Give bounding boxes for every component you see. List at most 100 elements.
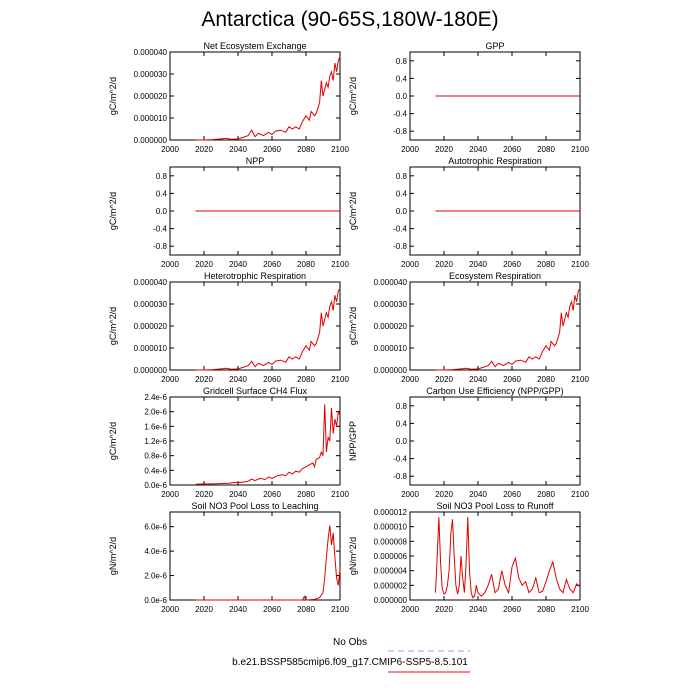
panel-title: NPP	[246, 156, 265, 166]
panel-9: Soil NO3 Pool Loss to Runoff gN/m^2/d 2000…	[348, 501, 589, 614]
panel-title: Heterotrophic Respiration	[204, 271, 306, 281]
y-axis-label: gC/m^2/d	[108, 192, 118, 230]
panel-0: Net Ecosystem Exchange gC/m^2/d 2000 2020 20…	[108, 41, 349, 154]
x-tick-label: 2020	[195, 605, 213, 614]
y-tick-label: 0.000040	[134, 48, 168, 57]
y-tick-label: 4.0e-6	[144, 547, 167, 556]
series-line	[195, 56, 341, 141]
x-tick-label: 2060	[503, 260, 521, 269]
panel-1: GPP gC/m^2/d 2000 2020 2040 2060 2080 2100 -0.8 -…	[348, 41, 589, 154]
y-tick-label: 2.4e-6	[144, 393, 167, 402]
x-tick-label: 2060	[503, 605, 521, 614]
y-tick-label: 0.000006	[374, 552, 408, 561]
plot-frame	[169, 396, 341, 486]
x-tick-label: 2020	[435, 260, 453, 269]
y-tick-label: -0.4	[393, 455, 407, 464]
y-tick-label: 0.0	[396, 207, 408, 216]
x-tick-label: 2060	[503, 490, 521, 499]
plot-frame	[409, 281, 581, 371]
x-tick-label: 2000	[401, 375, 419, 384]
panel-title: GPP	[485, 41, 504, 51]
panel-title: Ecosystem Respiration	[449, 271, 541, 281]
x-tick-label: 2080	[537, 490, 555, 499]
y-tick-label: 0.0e-6	[144, 481, 167, 490]
x-tick-label: 2060	[263, 375, 281, 384]
x-tick-label: 2020	[435, 375, 453, 384]
y-tick-label: 0.8e-6	[144, 452, 167, 461]
series-line	[435, 288, 581, 371]
x-tick-label: 2100	[331, 145, 349, 154]
y-axis-label: gC/m^2/d	[108, 422, 118, 460]
x-tick-label: 2020	[435, 490, 453, 499]
y-axis-label: gN/m^2/d	[348, 537, 358, 575]
y-tick-label: 1.2e-6	[144, 437, 167, 446]
series-line	[195, 404, 341, 485]
y-tick-label: 2.0e-6	[144, 408, 167, 417]
y-tick-label: 0.000040	[374, 278, 408, 287]
x-tick-label: 2000	[401, 145, 419, 154]
y-tick-label: -0.4	[153, 225, 167, 234]
y-axis-label: gC/m^2/d	[348, 307, 358, 345]
x-tick-label: 2040	[229, 375, 247, 384]
x-tick-label: 2000	[401, 490, 419, 499]
x-tick-label: 2040	[229, 260, 247, 269]
y-tick-label: 0.000010	[134, 344, 168, 353]
y-tick-label: 0.0e-6	[144, 596, 167, 605]
y-axis-label: gC/m^2/d	[108, 77, 118, 115]
y-tick-label: 0.0	[396, 437, 408, 446]
x-tick-label: 2060	[263, 260, 281, 269]
plot-frame	[169, 511, 341, 601]
y-tick-label: 0.8	[396, 57, 408, 66]
panel-3: Autotrophic Respiration gC/m^2/d 2000 2020 2…	[348, 156, 589, 269]
x-tick-label: 2100	[571, 490, 589, 499]
x-tick-label: 2100	[571, 605, 589, 614]
x-tick-label: 2080	[297, 375, 315, 384]
x-tick-label: 2080	[297, 260, 315, 269]
panel-2: NPP gC/m^2/d 2000 2020 2040 2060 2080 2100 -0.8 -…	[108, 156, 349, 269]
x-tick-label: 2060	[263, 145, 281, 154]
y-tick-label: 1.6e-6	[144, 422, 167, 431]
legend-label-obs: No Obs	[333, 637, 367, 648]
y-tick-label: 0.0	[156, 207, 168, 216]
series-line	[195, 525, 341, 601]
x-tick-label: 2040	[469, 490, 487, 499]
y-tick-label: 0.000010	[374, 344, 408, 353]
y-tick-label: 0.000030	[374, 300, 408, 309]
y-tick-label: 0.000000	[374, 366, 408, 375]
y-tick-label: 0.000008	[374, 537, 408, 546]
series-line	[435, 517, 581, 599]
y-tick-label: -0.8	[393, 472, 407, 481]
x-tick-label: 2000	[161, 490, 179, 499]
y-tick-label: 0.0	[396, 92, 408, 101]
plot-frame	[409, 396, 581, 486]
y-tick-label: 0.000020	[134, 322, 168, 331]
x-tick-label: 2100	[331, 375, 349, 384]
panel-title: Net Ecosystem Exchange	[203, 41, 306, 51]
panel-title: Gridcell Surface CH4 Flux	[203, 386, 308, 396]
y-tick-label: 6.0e-6	[144, 523, 167, 532]
x-tick-label: 2100	[571, 260, 589, 269]
plot-frame	[169, 51, 341, 141]
y-axis-label: gN/m^2/d	[108, 537, 118, 575]
y-tick-label: 0.4	[396, 419, 408, 428]
y-tick-label: 0.8	[396, 172, 408, 181]
x-tick-label: 2100	[571, 145, 589, 154]
x-tick-label: 2080	[297, 490, 315, 499]
x-tick-label: 2060	[503, 375, 521, 384]
panel-title: Carbon Use Efficiency (NPP/GPP)	[426, 386, 563, 396]
y-tick-label: -0.8	[153, 242, 167, 251]
y-tick-label: 0.4e-6	[144, 466, 167, 475]
x-tick-label: 2040	[229, 145, 247, 154]
y-tick-label: 0.000030	[134, 300, 168, 309]
y-tick-label: 0.000010	[134, 114, 168, 123]
y-tick-label: 0.4	[396, 189, 408, 198]
y-tick-label: 2.0e-6	[144, 572, 167, 581]
x-tick-label: 2100	[331, 260, 349, 269]
y-tick-label: 0.8	[396, 402, 408, 411]
panel-7: Carbon Use Efficiency (NPP/GPP) NPP/GPP 20…	[348, 386, 589, 499]
panel-6: Gridcell Surface CH4 Flux gC/m^2/d 2000 202…	[108, 386, 349, 499]
y-tick-label: 0.4	[156, 189, 168, 198]
x-tick-label: 2100	[331, 605, 349, 614]
y-tick-label: 0.000010	[374, 523, 408, 532]
